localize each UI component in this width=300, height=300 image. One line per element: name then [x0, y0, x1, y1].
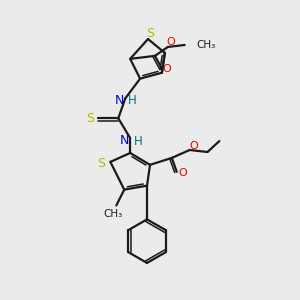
- Text: O: O: [178, 168, 187, 178]
- Text: O: O: [189, 141, 198, 151]
- Text: N: N: [120, 134, 129, 147]
- Text: S: S: [87, 112, 94, 125]
- Text: N: N: [115, 94, 124, 107]
- Text: O: O: [167, 37, 175, 47]
- Text: CH₃: CH₃: [196, 40, 216, 50]
- Text: S: S: [146, 27, 154, 40]
- Text: CH₃: CH₃: [104, 209, 123, 219]
- Text: H: H: [128, 94, 136, 107]
- Text: S: S: [98, 158, 106, 170]
- Text: H: H: [134, 135, 142, 148]
- Text: O: O: [163, 64, 171, 74]
